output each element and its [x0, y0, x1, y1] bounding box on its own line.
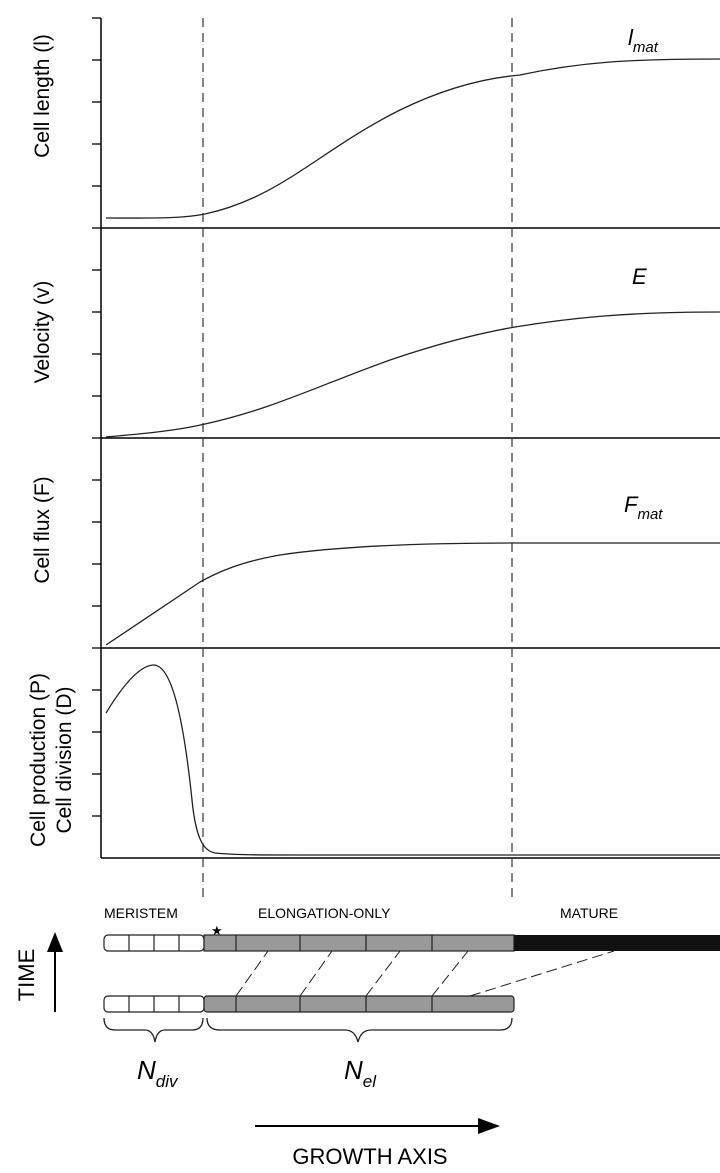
- f-mat-subscript: mat: [637, 506, 663, 523]
- f-mat-label: Fmat: [624, 492, 663, 523]
- cell-flux-ylabel: Cell flux (F): [31, 476, 54, 583]
- l-mat-main: l: [628, 25, 634, 50]
- cell-production-ylabel: Cell production (P): [27, 673, 50, 847]
- lineage-link: [299, 950, 333, 997]
- time-label: TIME: [14, 949, 39, 1002]
- growth-axis-label: GROWTH AXIS: [292, 1144, 447, 1169]
- l-mat-label: lmat: [628, 25, 659, 56]
- velocity-ylabel: Velocity (v): [31, 281, 54, 384]
- elongation-only-label: ELONGATION-ONLY: [258, 905, 391, 921]
- n-div-label: Ndiv: [137, 1055, 179, 1091]
- cell-flux-curve: [105, 542, 720, 646]
- cell-length-ylabel: Cell length (l): [31, 34, 54, 158]
- f-mat-main: F: [624, 492, 639, 517]
- mature-label: MATURE: [560, 905, 618, 921]
- time-arrowhead: [47, 932, 63, 952]
- velocity-curve: [105, 311, 720, 438]
- lower-cell-row: [103, 995, 515, 1013]
- upper-mature-row: [514, 935, 720, 951]
- n-el-subscript: el: [363, 1072, 377, 1091]
- cell-lineage-links: [235, 950, 615, 997]
- l-mat-subscript: mat: [633, 39, 659, 56]
- e-label: E: [632, 264, 647, 289]
- lineage-link: [469, 950, 615, 997]
- cell-division-ylabel: Cell division (D): [53, 686, 76, 833]
- y-axis-ticks: [92, 17, 101, 817]
- n-div-subscript: div: [156, 1072, 179, 1091]
- upper-elongation-row: [203, 934, 515, 952]
- cell-length-curve: [105, 58, 720, 219]
- cell-production-curve: [105, 664, 720, 856]
- n-div-brace: [103, 1017, 204, 1043]
- upper-cell-row: [103, 934, 720, 952]
- meristem-label: MERISTEM: [104, 905, 178, 921]
- n-el-brace: [206, 1017, 513, 1043]
- n-el-label: Nel: [344, 1055, 377, 1091]
- n-div-main: N: [137, 1055, 156, 1085]
- lineage-link: [235, 950, 269, 997]
- lineage-link: [365, 950, 401, 997]
- lineage-link: [431, 950, 469, 997]
- growth-axis-arrowhead: [478, 1118, 500, 1134]
- star-marker: ★: [211, 923, 223, 938]
- lower-elongation-row: [203, 995, 515, 1013]
- n-el-main: N: [344, 1055, 363, 1085]
